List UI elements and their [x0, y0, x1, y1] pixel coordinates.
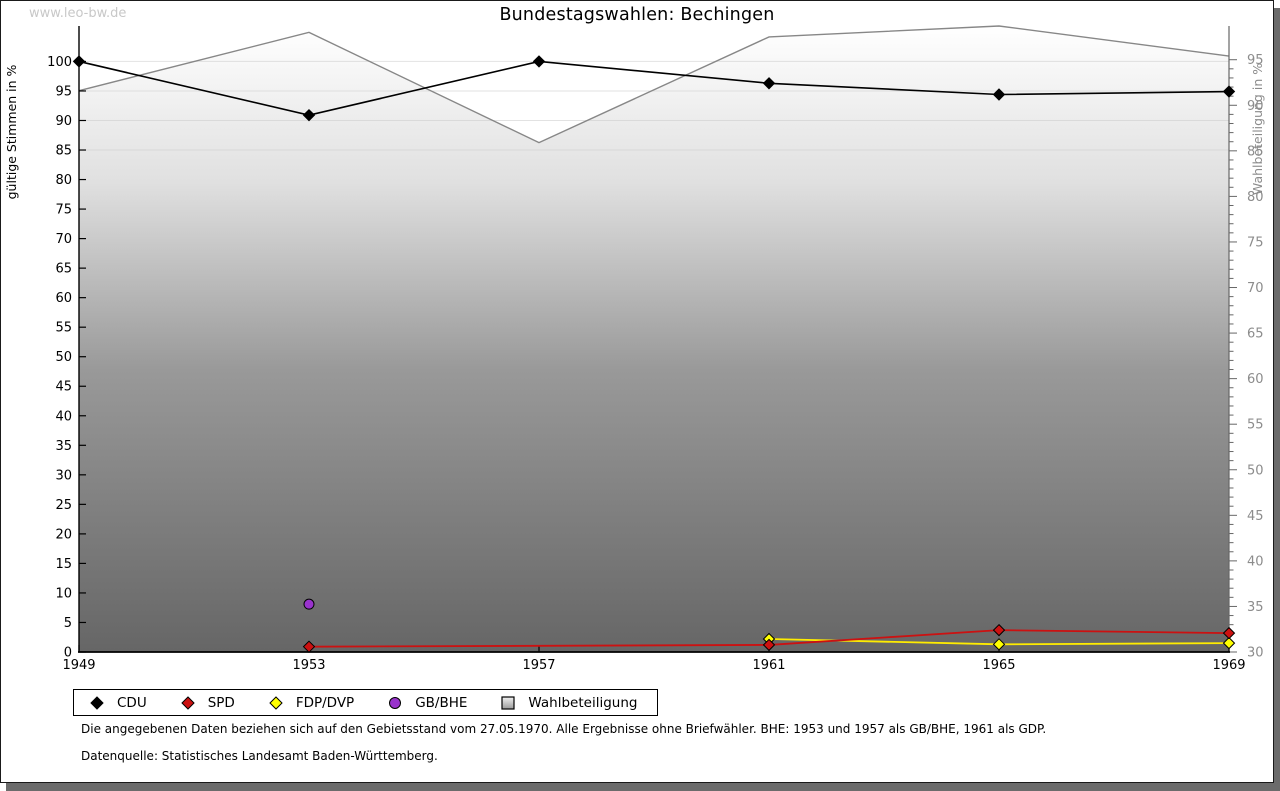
svg-text:10: 10 — [55, 586, 72, 601]
svg-text:55: 55 — [55, 321, 72, 336]
svg-text:25: 25 — [55, 498, 72, 513]
legend-item-fdp-dvp: FDP/DVP — [269, 695, 354, 711]
svg-text:1969: 1969 — [1212, 658, 1245, 673]
svg-text:1957: 1957 — [522, 658, 555, 673]
svg-text:100: 100 — [47, 55, 72, 70]
series-spd — [302, 623, 1236, 653]
svg-text:30: 30 — [1247, 646, 1264, 661]
svg-text:70: 70 — [1247, 281, 1264, 296]
legend-item-spd: SPD — [180, 694, 235, 711]
svg-text:40: 40 — [55, 409, 72, 424]
svg-text:85: 85 — [1247, 144, 1264, 159]
svg-text:15: 15 — [55, 557, 72, 572]
series-gb-bhe — [303, 598, 315, 610]
svg-text:95: 95 — [1247, 53, 1264, 68]
svg-text:90: 90 — [55, 114, 72, 129]
svg-text:75: 75 — [1247, 235, 1264, 250]
legend-label: CDU — [117, 694, 147, 711]
svg-text:1953: 1953 — [292, 658, 325, 673]
axis-x: 1949 1953 1957 1961 1965 1969 — [62, 645, 1246, 673]
series-cdu — [72, 55, 1236, 122]
svg-text:95: 95 — [55, 84, 72, 99]
svg-text:1961: 1961 — [752, 658, 785, 673]
legend-item-cdu: CDU — [90, 695, 147, 711]
svg-text:1965: 1965 — [982, 658, 1015, 673]
svg-text:35: 35 — [55, 439, 72, 454]
chart-title: Bundestagswahlen: Bechingen — [499, 5, 775, 25]
legend-item-gb-bhe: GB/BHE — [388, 695, 467, 711]
axis-right: 30 35 40 45 50 55 60 65 70 75 80 85 90 95Wahlbeteilig… — [1228, 26, 1265, 661]
svg-text:5: 5 — [64, 616, 72, 631]
svg-text:20: 20 — [55, 527, 72, 542]
legend-marker-icon — [389, 696, 402, 709]
legend-marker-icon — [90, 695, 104, 710]
svg-text:80: 80 — [55, 173, 72, 188]
svg-text:gültige Stimmen in %: gültige Stimmen in % — [4, 64, 19, 199]
legend-label: FDP/DVP — [295, 694, 355, 711]
svg-text:35: 35 — [1247, 600, 1264, 615]
svg-text:50: 50 — [55, 350, 72, 365]
legend-item-wahlbeteiligung: Wahlbeteiligung — [501, 695, 637, 711]
watermark-leo-bw: www.leo-bw.de — [29, 6, 127, 21]
svg-text:30: 30 — [55, 468, 72, 483]
svg-text:90: 90 — [1247, 99, 1264, 114]
svg-text:65: 65 — [55, 262, 72, 277]
legend-marker-icon — [180, 695, 195, 710]
svg-text:55: 55 — [1247, 418, 1264, 433]
svg-text:65: 65 — [1247, 327, 1264, 342]
axis-left: 0 5 10 15 20 25 30 35 40 45 50 55 60 65 70 75 80 85 90 95 10… — [4, 26, 86, 661]
legend-marker-icon — [269, 695, 283, 710]
svg-text:60: 60 — [55, 291, 72, 306]
legend-label: SPD — [207, 694, 235, 711]
svg-text:45: 45 — [1247, 509, 1264, 524]
legend-label: GB/BHE — [415, 694, 468, 711]
svg-text:85: 85 — [55, 144, 72, 159]
legend-label: Wahlbeteiligung — [528, 694, 638, 711]
svg-text:50: 50 — [1247, 463, 1264, 478]
chart-legend: CDU SPD FDP/DVP GB/BHE Wahlbeteiligung — [73, 689, 659, 716]
svg-text:70: 70 — [55, 232, 72, 247]
svg-text:40: 40 — [1247, 554, 1264, 569]
svg-text:Wahlbeteiligung in %: Wahlbeteiligung in % — [1250, 63, 1265, 195]
svg-text:0: 0 — [64, 646, 72, 661]
svg-text:60: 60 — [1247, 372, 1264, 387]
svg-text:80: 80 — [1247, 190, 1264, 205]
footnote-source: Datenquelle: Statistisches Landesamt Bad… — [81, 749, 438, 763]
svg-text:1949: 1949 — [62, 658, 95, 673]
footnote-data-note: Die angegebenen Daten beziehen sich auf … — [81, 722, 1047, 736]
svg-text:45: 45 — [55, 380, 72, 395]
legend-marker-icon — [501, 695, 516, 710]
svg-text:75: 75 — [55, 203, 72, 218]
series-area-wahlbeteiligung — [78, 25, 1230, 652]
